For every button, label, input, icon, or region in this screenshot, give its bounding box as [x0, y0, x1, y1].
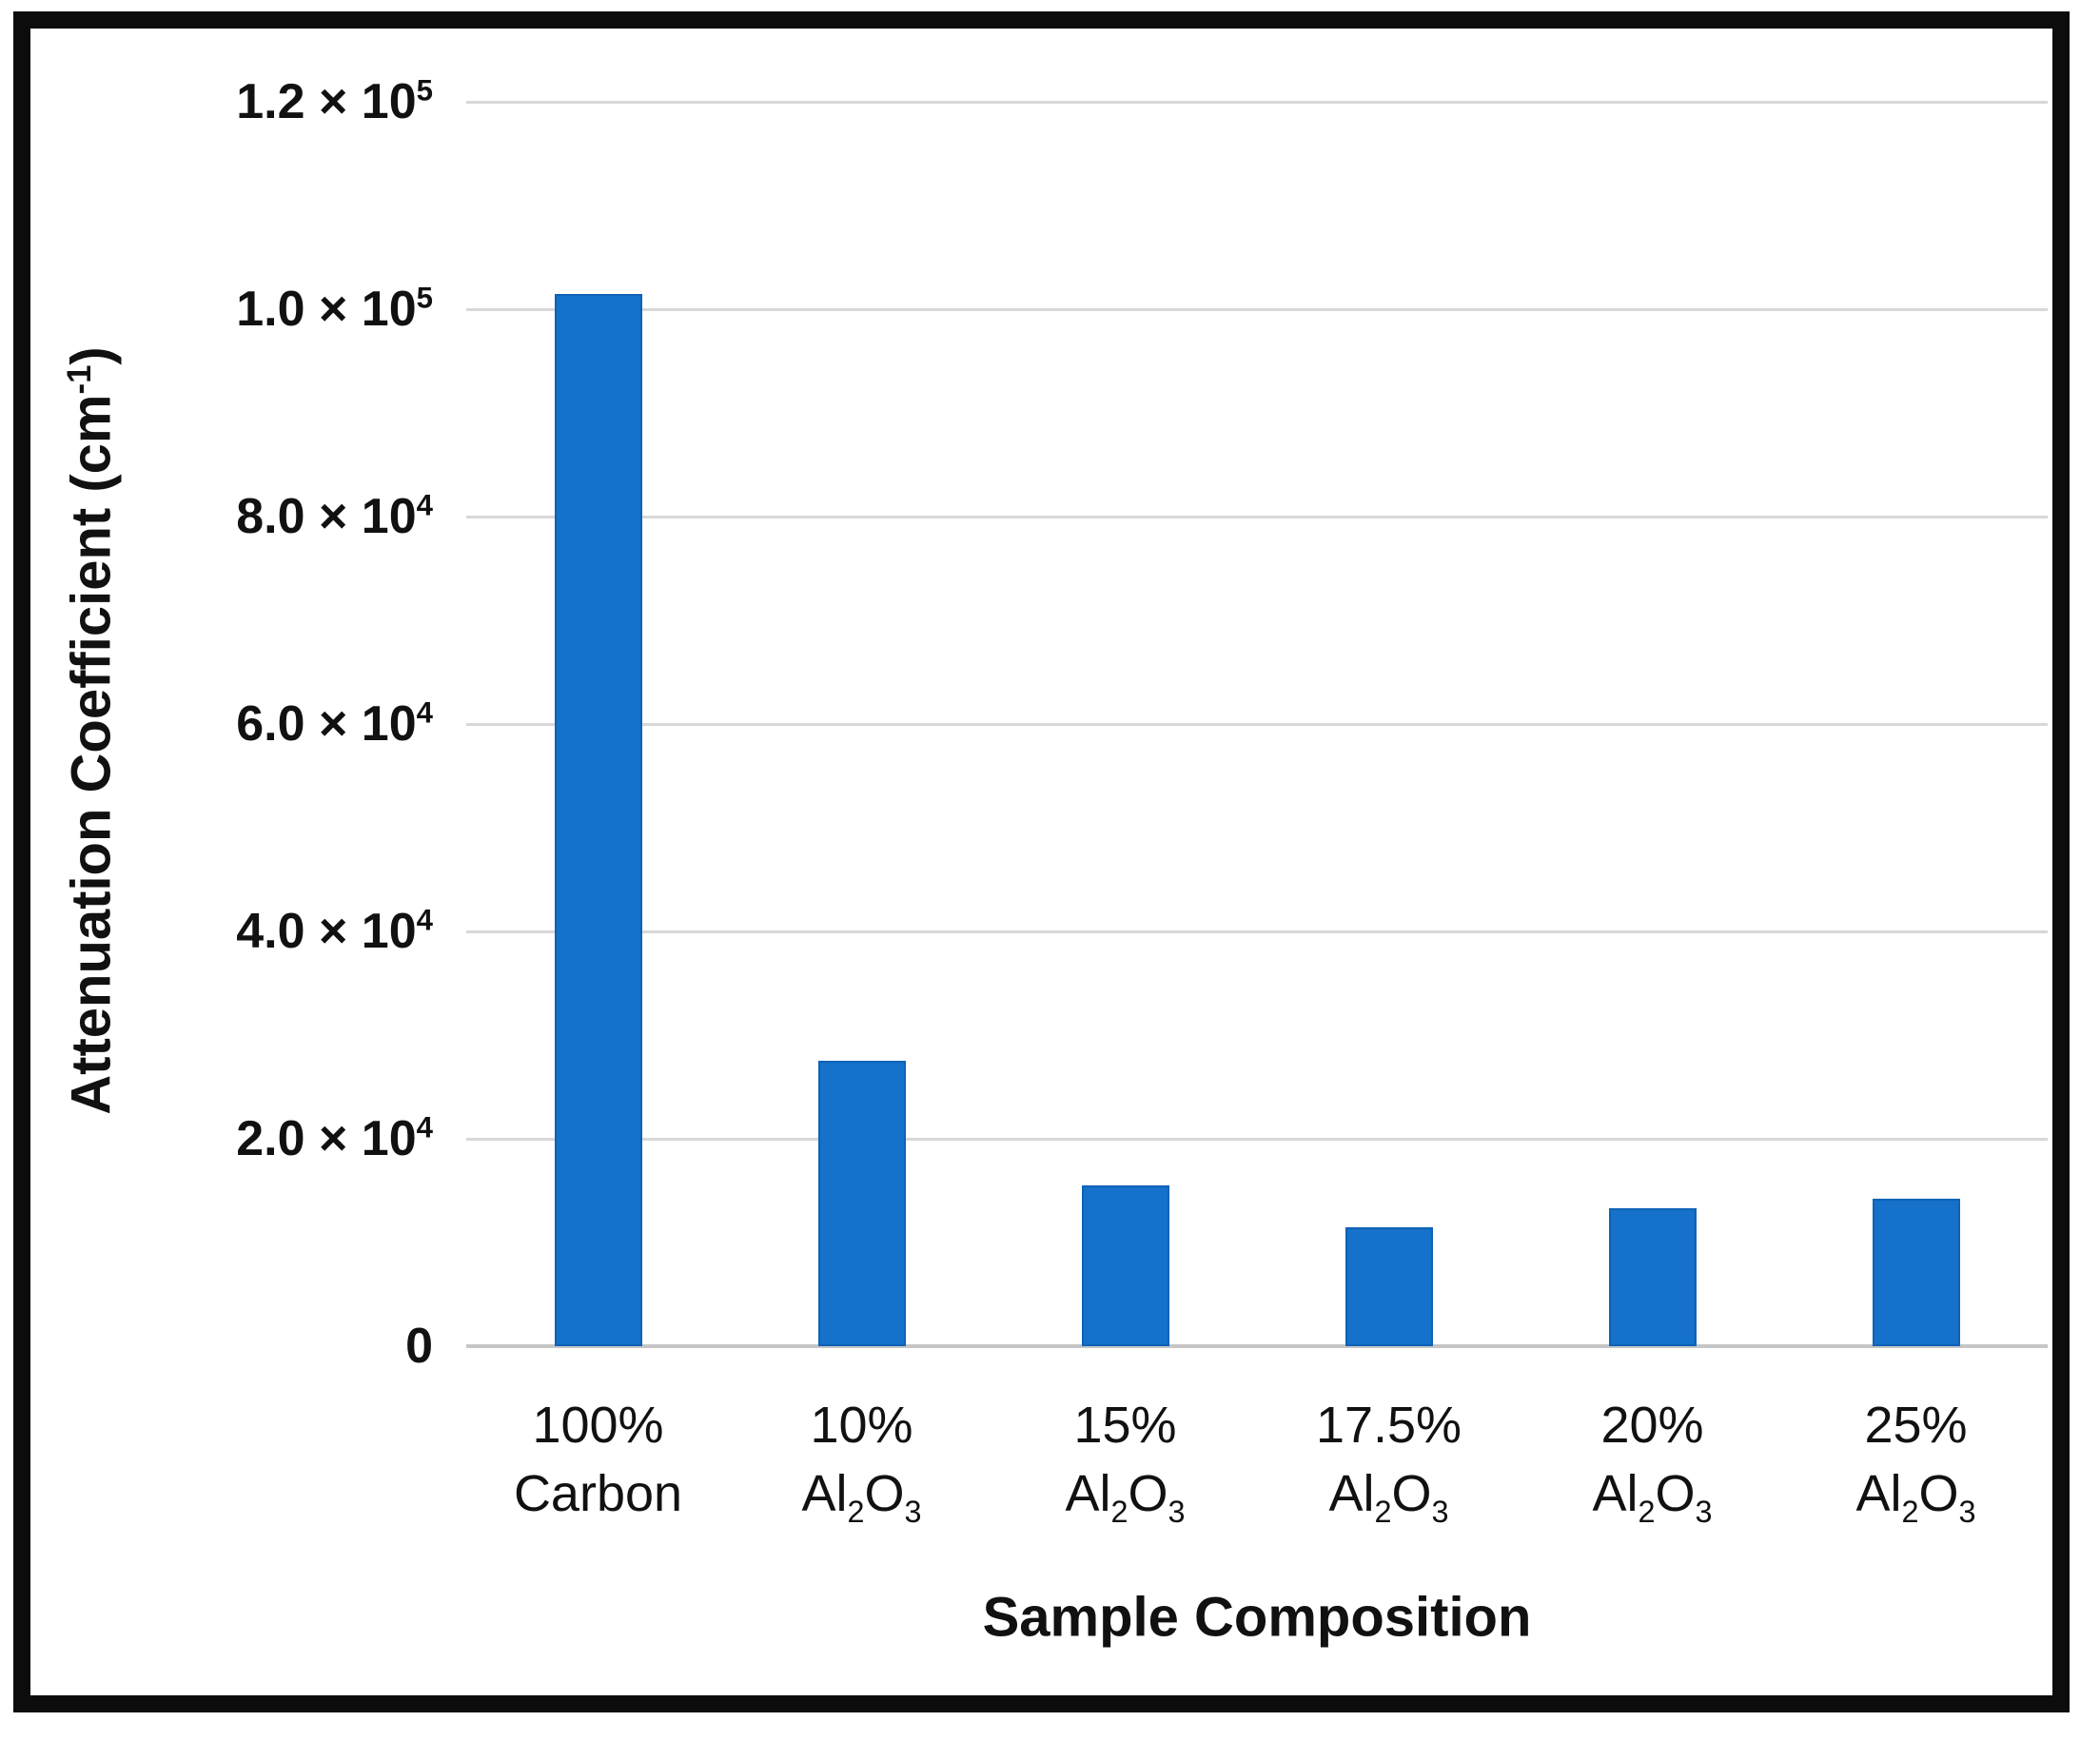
x-tick-label: 15% Al2O3	[1065, 1397, 1186, 1529]
figure-frame	[13, 11, 2070, 1712]
bar-2	[1081, 1185, 1169, 1346]
y-tick-label: 4.0 × 104	[236, 903, 433, 959]
bar-4	[1608, 1208, 1697, 1346]
y-tick-label: 2.0 × 104	[236, 1110, 433, 1166]
x-axis-line	[466, 1344, 2048, 1348]
bar-3	[1344, 1226, 1433, 1346]
x-tick-label: 17.5% Al2O3	[1315, 1397, 1462, 1529]
x-tick-label: 10% Al2O3	[801, 1397, 922, 1529]
bar-1	[817, 1061, 906, 1346]
gridline	[466, 929, 2048, 933]
gridline	[466, 100, 2048, 104]
x-tick-label: 20% Al2O3	[1592, 1397, 1713, 1529]
y-tick-label: 1.2 × 105	[236, 73, 433, 129]
y-tick-label: 0	[405, 1319, 433, 1374]
y-tick-label: 1.0 × 105	[236, 281, 433, 337]
bar-5	[1872, 1199, 1960, 1346]
gridline	[466, 722, 2048, 726]
x-tick-label: 100% Carbon	[513, 1397, 683, 1522]
y-tick-label: 6.0 × 104	[236, 695, 433, 752]
bar-0	[554, 293, 642, 1346]
gridline	[466, 515, 2048, 518]
y-axis-title: Attenuation Coefficient (cm-1)	[60, 346, 123, 1115]
y-tick-label: 8.0 × 104	[236, 488, 433, 544]
x-axis-title: Sample Composition	[982, 1586, 1532, 1649]
x-tick-label: 25% Al2O3	[1855, 1397, 1976, 1529]
gridline	[466, 1137, 2048, 1141]
gridline	[466, 307, 2048, 311]
